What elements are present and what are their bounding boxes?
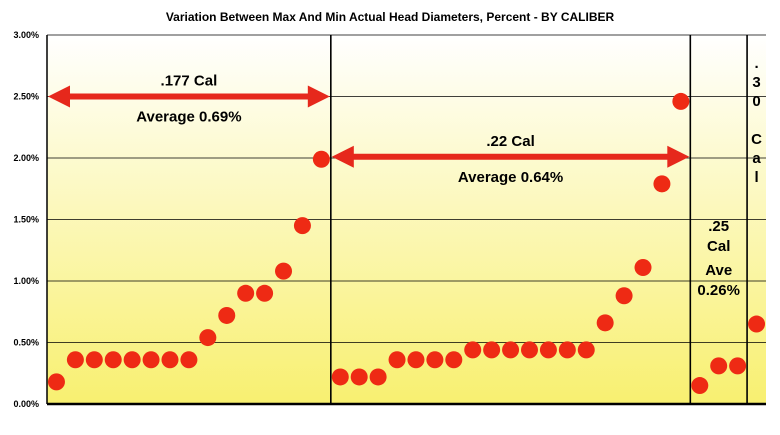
data-point (577, 341, 595, 359)
data-point (218, 306, 236, 324)
arrow-head-right (307, 85, 330, 108)
data-point (407, 351, 425, 369)
data-point (180, 351, 198, 369)
data-point (123, 351, 141, 369)
data-point (596, 314, 614, 332)
section-label: .22 Cal (486, 133, 534, 150)
data-point (710, 357, 728, 375)
data-point (237, 284, 255, 302)
data-point (483, 341, 501, 359)
y-tick-label: 0.00% (13, 399, 39, 409)
data-point (748, 315, 766, 333)
data-point (691, 377, 709, 395)
arrow-head-left (48, 85, 70, 108)
data-point (729, 357, 747, 375)
data-point (47, 373, 65, 391)
data-point (142, 351, 160, 369)
arrow-head-right (667, 145, 690, 168)
section-label: .177 Cal (161, 73, 218, 90)
data-point (199, 329, 217, 347)
y-axis: 0.00% 0.50% 1.00% 1.50% 2.00% 2.50% 3.00% (13, 30, 766, 409)
data-point (85, 351, 103, 369)
data-point (66, 351, 84, 369)
section-average: Average 0.69% (136, 109, 241, 126)
chart-title: Variation Between Max And Min Actual Hea… (165, 10, 615, 24)
section-label-char: l (754, 169, 758, 186)
y-tick-label: 1.00% (13, 276, 39, 286)
data-point (502, 341, 520, 359)
data-point (350, 368, 368, 386)
section-average: Average 0.64% (458, 169, 563, 186)
data-point (653, 175, 671, 193)
data-point (634, 258, 652, 276)
y-tick-label: 2.00% (13, 153, 39, 163)
section-label-char: C (751, 131, 762, 148)
arrow-head-left (331, 145, 354, 168)
data-point (293, 217, 311, 235)
data-point (104, 351, 122, 369)
data-point (464, 341, 482, 359)
data-point (615, 287, 633, 305)
data-points (47, 92, 766, 395)
data-point (369, 368, 387, 386)
section-label-char: 3 (752, 74, 760, 91)
data-point (520, 341, 538, 359)
data-point (426, 351, 444, 369)
data-point (256, 284, 274, 302)
y-tick-label: 1.50% (13, 215, 39, 225)
section-label-line: .25 (708, 218, 729, 235)
data-point (388, 351, 406, 369)
section-average-line: 0.26% (697, 282, 740, 299)
section-dividers (330, 35, 748, 404)
section-label-char: . (754, 55, 758, 72)
y-tick-label: 2.50% (13, 92, 39, 102)
section-average-line: Ave (705, 262, 732, 279)
section-label-line: Cal (707, 238, 730, 255)
section-label-char: 0 (752, 93, 760, 110)
data-point (275, 262, 293, 280)
range-arrow (48, 85, 330, 108)
range-arrow (331, 145, 690, 168)
data-point (558, 341, 576, 359)
y-tick-label: 3.00% (13, 30, 39, 40)
section-label-char: a (752, 150, 761, 167)
data-point (331, 368, 349, 386)
section-annotations: .177 Cal Average 0.69% .22 Cal Average 0.64… (48, 55, 762, 299)
y-tick-label: 0.50% (13, 338, 39, 348)
data-point (539, 341, 557, 359)
data-point (672, 92, 690, 110)
data-point (161, 351, 179, 369)
data-point (312, 150, 330, 168)
data-point (445, 351, 463, 369)
